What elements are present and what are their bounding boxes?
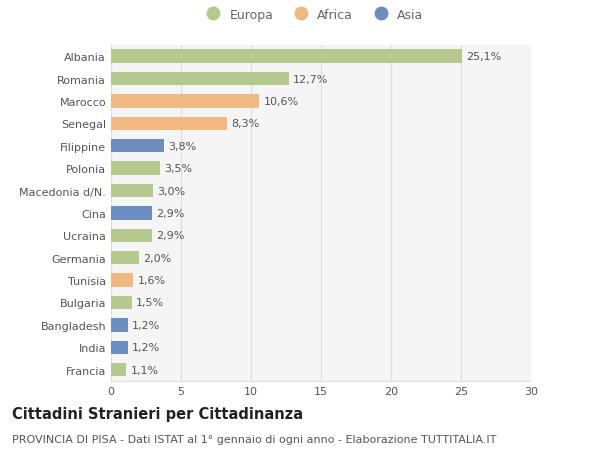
Text: 1,2%: 1,2% <box>132 342 160 353</box>
Text: 2,9%: 2,9% <box>156 231 184 241</box>
Bar <box>111 296 132 309</box>
Text: 25,1%: 25,1% <box>467 52 502 62</box>
Text: 2,0%: 2,0% <box>143 253 172 263</box>
Bar <box>111 319 128 332</box>
Text: 3,5%: 3,5% <box>164 164 193 174</box>
Text: 1,6%: 1,6% <box>137 275 166 285</box>
Bar <box>111 274 133 287</box>
Text: 3,0%: 3,0% <box>157 186 185 196</box>
Text: 10,6%: 10,6% <box>263 97 299 107</box>
Bar <box>111 207 152 220</box>
Bar <box>111 229 152 242</box>
Bar <box>111 50 463 64</box>
Bar <box>111 252 139 265</box>
Bar <box>111 118 227 131</box>
Bar <box>111 185 153 198</box>
Text: 8,3%: 8,3% <box>232 119 260 129</box>
Text: Cittadini Stranieri per Cittadinanza: Cittadini Stranieri per Cittadinanza <box>12 406 303 421</box>
Text: 1,1%: 1,1% <box>131 365 159 375</box>
Bar <box>111 363 127 376</box>
Text: 3,8%: 3,8% <box>169 141 197 151</box>
Text: PROVINCIA DI PISA - Dati ISTAT al 1° gennaio di ogni anno - Elaborazione TUTTITA: PROVINCIA DI PISA - Dati ISTAT al 1° gen… <box>12 434 496 444</box>
Text: 1,5%: 1,5% <box>136 298 164 308</box>
Legend: Europa, Africa, Asia: Europa, Africa, Asia <box>201 9 423 22</box>
Bar <box>111 140 164 153</box>
Bar <box>111 162 160 175</box>
Bar <box>111 95 259 108</box>
Text: 1,2%: 1,2% <box>132 320 160 330</box>
Bar <box>111 341 128 354</box>
Bar <box>111 73 289 86</box>
Text: 2,9%: 2,9% <box>156 208 184 218</box>
Text: 12,7%: 12,7% <box>293 74 328 84</box>
